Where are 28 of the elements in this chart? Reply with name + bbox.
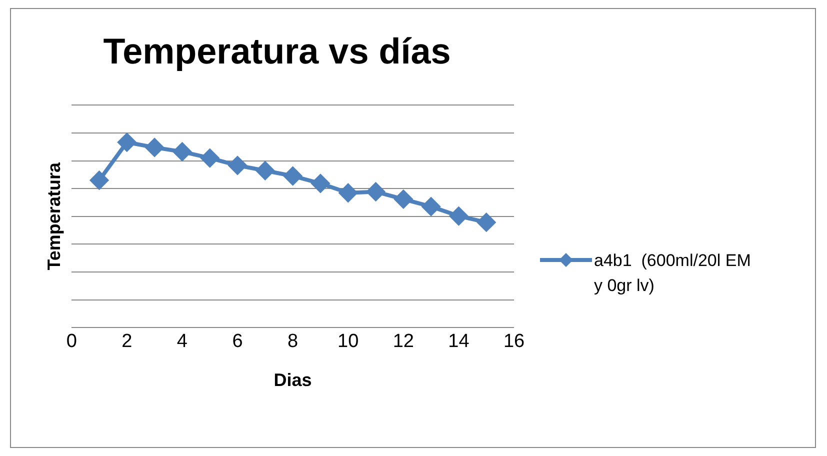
point (173, 142, 192, 161)
x-tick-label: 14 (448, 331, 470, 352)
x-tick-label: 12 (392, 331, 414, 352)
chart-title: Temperatura vs días (103, 30, 451, 72)
point (394, 190, 412, 208)
legend-label: a4b1 (600ml/20l EM y 0gr lv) (594, 250, 752, 297)
point (118, 133, 136, 152)
point (284, 167, 302, 185)
point (422, 198, 440, 216)
point (311, 174, 330, 192)
x-tick-label: 6 (232, 331, 243, 352)
x-tick-label: 4 (176, 331, 188, 352)
point (477, 213, 496, 232)
point (228, 156, 246, 174)
point (256, 162, 274, 180)
point (90, 171, 108, 190)
x-tick-label: 10 (338, 331, 359, 352)
point (339, 184, 358, 202)
x-tick-label: 2 (122, 331, 132, 352)
point (450, 207, 468, 226)
point (200, 149, 219, 168)
x-tick-label: 16 (503, 331, 525, 352)
x-tick-label: 8 (288, 331, 298, 352)
point (366, 182, 385, 201)
x-tick-label: 0 (66, 331, 77, 352)
y-axis-title: Temperatura (44, 162, 64, 270)
x-axis-title: Dias (274, 370, 312, 390)
point (146, 138, 164, 156)
